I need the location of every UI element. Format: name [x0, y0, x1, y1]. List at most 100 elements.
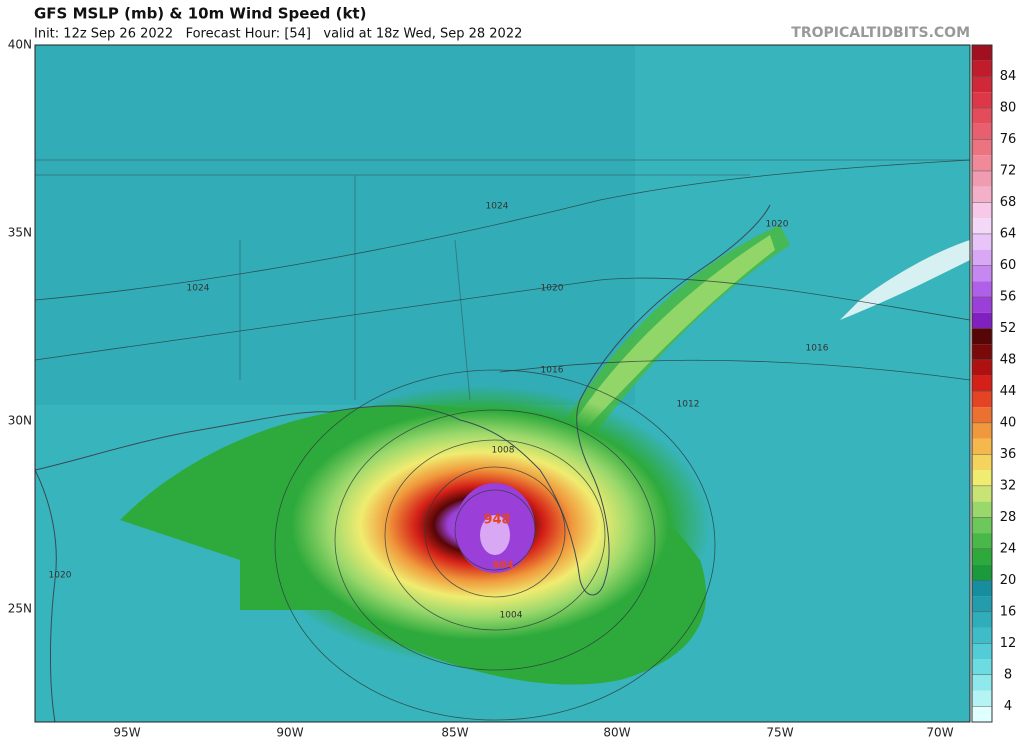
colorbar-label: 76 — [1000, 132, 1017, 147]
colorbar-swatch — [972, 60, 992, 77]
colorbar-label: 60 — [1000, 258, 1017, 273]
colorbar-label: 8 — [1004, 667, 1012, 682]
map-frame — [34, 44, 971, 723]
colorbar-swatch — [972, 470, 992, 486]
wind-band-inner — [575, 235, 775, 430]
isobar-label: 1024 — [187, 284, 210, 294]
colorbar-swatch — [972, 249, 992, 266]
hurricane-eye — [480, 515, 510, 555]
colorbar-swatch — [972, 328, 992, 345]
colorbar-swatch — [972, 501, 992, 518]
colorbar-swatch — [972, 186, 992, 203]
colorbar-swatch — [972, 218, 992, 234]
colorbar-swatch — [972, 706, 992, 722]
state-borders — [35, 159, 970, 401]
colorbar-swatch — [972, 45, 992, 61]
colorbar-swatch — [972, 202, 992, 219]
lon-label: 85W — [441, 726, 468, 740]
lat-label: 30N — [8, 414, 32, 428]
isobar-label: 1008 — [492, 446, 515, 456]
lat-label: 35N — [8, 226, 32, 240]
colorbar-swatch — [972, 438, 992, 455]
colorbar-label: 68 — [1000, 195, 1017, 210]
colorbar-swatch — [972, 454, 992, 471]
isobar-label: 1024 — [486, 202, 509, 212]
colorbar-swatch — [972, 76, 992, 93]
colorbar-label: 20 — [1000, 573, 1017, 588]
colorbar-swatch — [972, 485, 992, 502]
colorbar-swatch — [972, 674, 992, 691]
lon-label: 80W — [603, 726, 630, 740]
colorbar-swatch — [972, 643, 992, 660]
colorbar-label: 48 — [1000, 352, 1017, 367]
colorbar-label: 52 — [1000, 321, 1017, 336]
colorbar-swatch — [972, 690, 992, 707]
site-name: TROPICALTIDBITS.COM — [791, 25, 970, 41]
colorbar-label: 72 — [1000, 163, 1017, 178]
subtitle: Init: 12z Sep 26 2022 Forecast Hour: [54… — [34, 27, 522, 42]
colorbar-swatch — [972, 627, 992, 644]
colorbar-label: 44 — [1000, 384, 1017, 399]
colorbar-swatch — [972, 155, 992, 171]
coastline — [35, 204, 771, 596]
colorbar-swatch — [972, 422, 992, 439]
colorbar-label: 24 — [1000, 541, 1017, 556]
colorbar-label: 12 — [1000, 636, 1017, 651]
colorbar-swatch — [972, 517, 992, 534]
colorbar-label: 80 — [1000, 100, 1017, 115]
colorbar-swatch — [972, 359, 992, 376]
colorbar-label: 36 — [1000, 447, 1017, 462]
colorbar-swatch — [972, 281, 992, 297]
isobar-label: 1020 — [541, 284, 564, 294]
isobar-label: 1004 — [500, 611, 523, 621]
colorbar-swatch — [972, 170, 992, 187]
colorbar-label: 16 — [1000, 604, 1017, 619]
isobar-label: 1012 — [677, 400, 700, 410]
colorbar-swatch — [972, 580, 992, 597]
colorbar-swatch — [972, 92, 992, 108]
colorbar-swatch — [972, 107, 992, 124]
land-field — [35, 45, 635, 405]
isobar-label: 1016 — [541, 366, 564, 376]
map-area — [35, 45, 970, 722]
lon-label: 70W — [926, 726, 953, 740]
colorbar-swatch — [972, 596, 992, 612]
title: GFS MSLP (mb) & 10m Wind Speed (kt) — [34, 5, 366, 23]
lat-label: 25N — [8, 602, 32, 616]
wind-streak — [840, 240, 970, 320]
lon-label: 90W — [276, 726, 303, 740]
colorbar-label: 28 — [1000, 510, 1017, 525]
colorbar-swatch — [972, 344, 992, 360]
colorbar-swatch — [972, 564, 992, 581]
pressure-center-label: 984 — [493, 560, 514, 571]
colorbar-swatch — [972, 533, 992, 549]
colorbar-label: 84 — [1000, 69, 1017, 84]
colorbar-swatch — [972, 233, 992, 250]
colorbar-label: 56 — [1000, 289, 1017, 304]
colorbar-label: 40 — [1000, 415, 1017, 430]
colorbar-swatch — [972, 296, 992, 313]
colorbar-swatch — [972, 548, 992, 565]
colorbar-swatch — [972, 375, 992, 392]
lat-label: 40N — [8, 38, 32, 52]
colorbar-swatch — [972, 659, 992, 675]
colorbar-swatch — [972, 123, 992, 140]
lon-label: 75W — [766, 726, 793, 740]
isobars — [35, 159, 970, 721]
isobar-label: 1020 — [49, 571, 72, 581]
colorbar-label: 32 — [1000, 478, 1017, 493]
pressure-center-label: 948 — [483, 513, 510, 528]
colorbar-label: 64 — [1000, 226, 1017, 241]
isobar-label: 1020 — [766, 220, 789, 230]
colorbar-label: 4 — [1004, 699, 1012, 714]
isobar-label: 1016 — [806, 344, 829, 354]
colorbar-swatch — [972, 312, 992, 329]
colorbar-frame — [971, 44, 993, 723]
colorbar-swatch — [972, 391, 992, 408]
colorbar-swatch — [972, 265, 992, 282]
coastline-mexico — [35, 469, 57, 722]
colorbar-swatch — [972, 139, 992, 156]
colorbar-swatch — [972, 407, 992, 423]
lon-label: 95W — [113, 726, 140, 740]
